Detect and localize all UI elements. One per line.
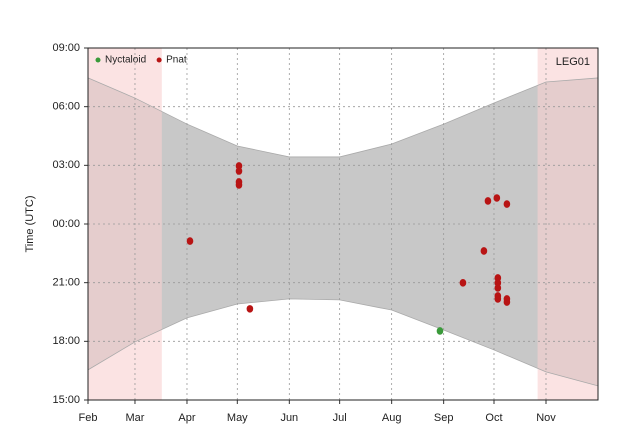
- x-tick-label: Nov: [536, 412, 556, 424]
- y-tick-label: 15:00: [52, 394, 80, 406]
- y-axis-label: Time (UTC): [24, 195, 36, 252]
- point: [503, 200, 511, 208]
- point: [186, 237, 194, 245]
- site-label: LEG01: [556, 56, 590, 68]
- point: [436, 327, 444, 335]
- x-tick-label: Oct: [485, 412, 502, 424]
- x-tick-label: Apr: [178, 412, 195, 424]
- point: [494, 295, 502, 303]
- x-tick-label: Jul: [333, 412, 347, 424]
- sunrise-line: [87, 77, 599, 158]
- point: [459, 279, 467, 287]
- x-tick-label: Feb: [79, 412, 98, 424]
- y-tick-label: 06:00: [52, 101, 80, 113]
- legend-marker: [95, 57, 101, 63]
- point: [484, 197, 492, 205]
- x-tick-label: Aug: [382, 412, 402, 424]
- point: [494, 284, 502, 292]
- legend-label: Nyctaloid: [105, 55, 146, 66]
- no-recording-band: [537, 48, 598, 400]
- x-tick-label: May: [227, 412, 248, 424]
- point: [493, 194, 501, 202]
- point: [235, 167, 243, 175]
- y-tick-label: 18:00: [52, 335, 80, 347]
- y-tick-label: 09:00: [52, 42, 80, 54]
- night-fill: [88, 77, 598, 386]
- y-tick-label: 00:00: [52, 218, 80, 230]
- x-tick-label: Sep: [434, 412, 454, 424]
- legend-marker: [156, 57, 162, 63]
- y-tick-label: 03:00: [52, 159, 80, 171]
- point: [503, 298, 511, 306]
- legend-label: Pnat: [166, 55, 187, 66]
- point: [246, 305, 254, 313]
- plot-border: [87, 47, 599, 401]
- point: [480, 247, 488, 255]
- x-tick-label: Jun: [280, 412, 298, 424]
- x-tick-label: Mar: [125, 412, 144, 424]
- y-tick-label: 21:00: [52, 277, 80, 289]
- point: [235, 181, 243, 189]
